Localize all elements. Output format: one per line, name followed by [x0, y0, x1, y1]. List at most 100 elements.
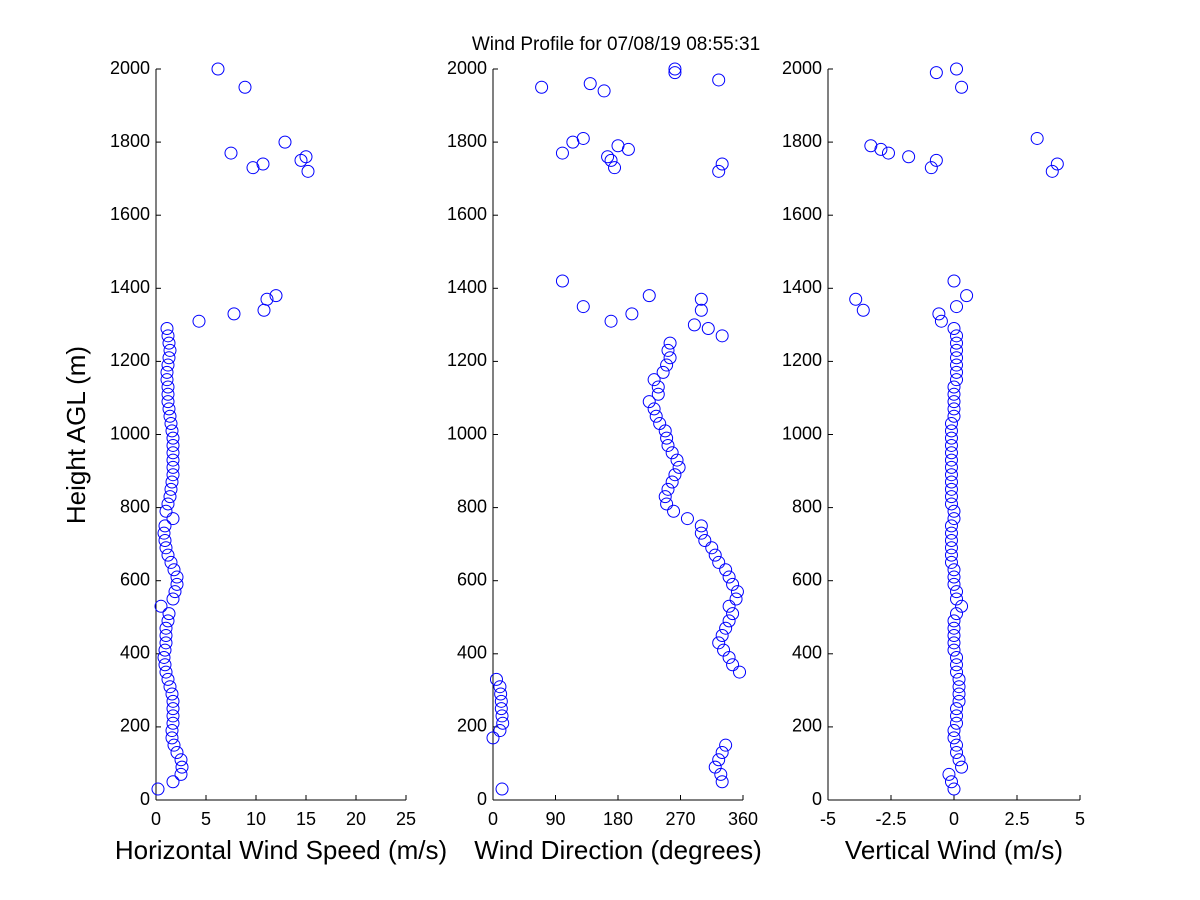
data-point [722, 614, 736, 628]
x-tick-label: 15 [296, 809, 316, 829]
data-point [1030, 131, 1044, 145]
data-point [246, 161, 260, 175]
y-tick-label: 1600 [110, 204, 150, 224]
data-point [947, 629, 961, 643]
x-tick-label: 0 [488, 809, 498, 829]
data-point [932, 307, 946, 321]
data-point [715, 745, 729, 759]
data-point [608, 161, 622, 175]
data-point [211, 62, 225, 76]
x-tick-label: 270 [665, 809, 695, 829]
x-tick-label: 5 [201, 809, 211, 829]
data-point [163, 490, 177, 504]
data-point [947, 782, 961, 796]
data-point [661, 482, 675, 496]
data-point [642, 395, 656, 409]
data-point [493, 724, 507, 738]
data-point [162, 351, 176, 365]
x-tick-label: 25 [396, 809, 416, 829]
x-tick-label: 180 [603, 809, 633, 829]
data-point [651, 380, 665, 394]
data-point [555, 274, 569, 288]
data-point [166, 512, 180, 526]
data-point [902, 150, 916, 164]
data-point [157, 526, 171, 540]
data-point [947, 724, 961, 738]
data-point [494, 694, 508, 708]
data-point [719, 738, 733, 752]
x-tick-label: 10 [246, 809, 266, 829]
y-tick-label: 1000 [110, 423, 150, 443]
x-axis-label: Wind Direction (degrees) [474, 835, 762, 865]
data-point [694, 303, 708, 317]
data-point [950, 592, 964, 606]
y-tick-label: 1000 [782, 423, 822, 443]
data-point [164, 482, 178, 496]
x-tick-label: 0 [151, 809, 161, 829]
data-point [163, 343, 177, 357]
data-point [604, 314, 618, 328]
data-point [649, 409, 663, 423]
data-point [712, 164, 726, 178]
y-tick-label: 1400 [447, 277, 487, 297]
data-point [715, 629, 729, 643]
data-point [708, 760, 722, 774]
data-point [170, 745, 184, 759]
data-point [950, 585, 964, 599]
y-tick-label: 1800 [110, 131, 150, 151]
data-point [165, 687, 179, 701]
data-point [494, 702, 508, 716]
y-tick-label: 1000 [447, 423, 487, 443]
data-point [680, 512, 694, 526]
data-point [158, 533, 172, 547]
data-point [944, 519, 958, 533]
data-point [166, 431, 180, 445]
data-point [694, 526, 708, 540]
data-point [944, 526, 958, 540]
data-point [950, 716, 964, 730]
data-point [158, 643, 172, 657]
data-point [170, 570, 184, 584]
data-point [154, 599, 168, 613]
data-point [166, 716, 180, 730]
data-point [694, 519, 708, 533]
y-tick-label: 1800 [447, 131, 487, 151]
data-point [955, 760, 969, 774]
data-point [694, 292, 708, 306]
data-point [950, 665, 964, 679]
data-point [726, 607, 740, 621]
x-tick-label: 5 [1075, 809, 1085, 829]
data-point [151, 782, 165, 796]
y-tick-label: 1200 [110, 350, 150, 370]
data-point [944, 533, 958, 547]
data-point [661, 343, 675, 357]
data-point [712, 753, 726, 767]
data-point [849, 292, 863, 306]
data-point [158, 519, 172, 533]
data-point [701, 322, 715, 336]
y-tick-label: 2000 [110, 58, 150, 78]
data-point [601, 150, 615, 164]
data-point [864, 139, 878, 153]
data-point [729, 592, 743, 606]
data-point [944, 417, 958, 431]
y-tick-label: 0 [477, 789, 487, 809]
y-tick-label: 800 [120, 496, 150, 516]
data-point [167, 563, 181, 577]
data-point [158, 658, 172, 672]
data-point [667, 504, 681, 518]
data-point [166, 468, 180, 482]
data-point [712, 555, 726, 569]
data-point [663, 336, 677, 350]
data-point [950, 351, 964, 365]
data-point [162, 402, 176, 416]
data-point [161, 380, 175, 394]
data-point [611, 139, 625, 153]
data-point [944, 438, 958, 452]
data-point [495, 782, 509, 796]
data-point [947, 322, 961, 336]
data-point [161, 395, 175, 409]
y-tick-label: 2000 [447, 58, 487, 78]
data-point [947, 387, 961, 401]
data-point [670, 453, 684, 467]
